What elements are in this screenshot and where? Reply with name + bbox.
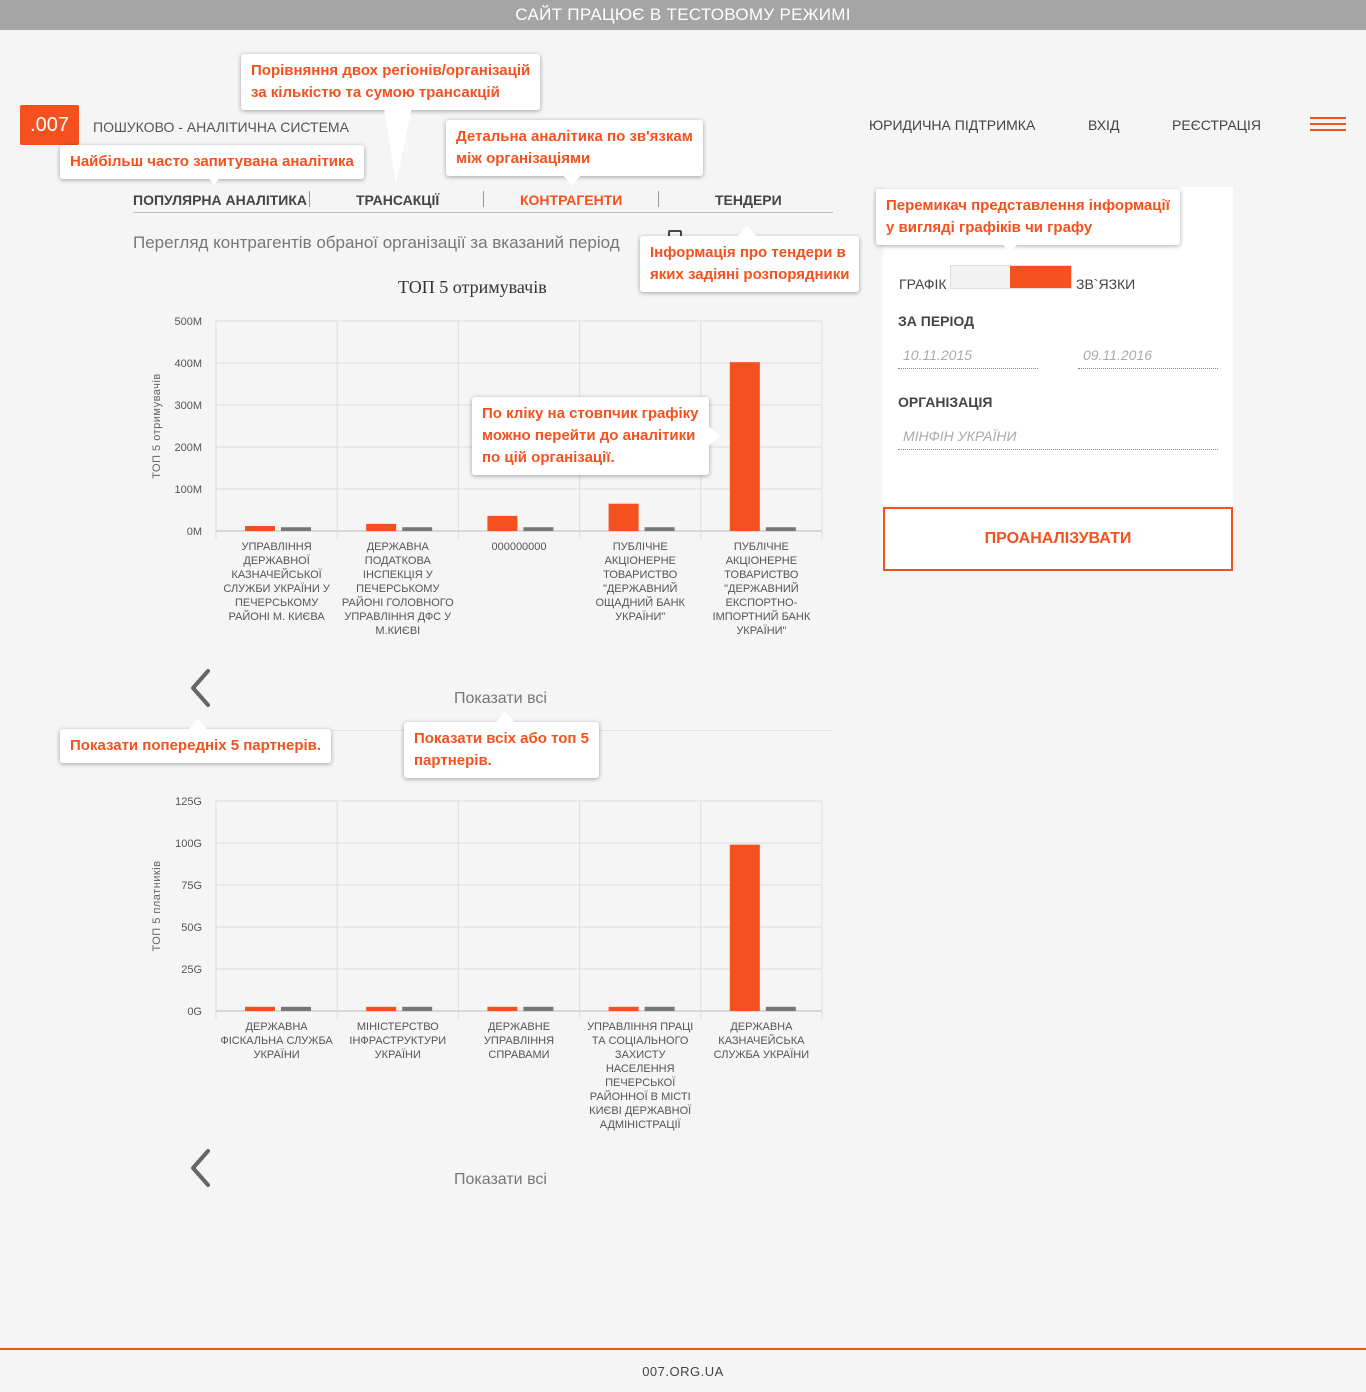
footer[interactable]: 007.ORG.UA [0,1348,1366,1392]
bar[interactable] [281,527,311,531]
bar[interactable] [765,527,796,531]
bar[interactable] [608,1006,639,1011]
y-tick-label: 500M [174,316,202,328]
tooltip-compare: Порівняння двох регіонів/організацій за … [241,54,541,110]
bar[interactable] [402,1006,433,1011]
y-tick-label: 25G [181,964,202,976]
tab-counterparties[interactable]: КОНТРАГЕНТИ [520,192,623,208]
tab-tenders[interactable]: ТЕНДЕРИ [715,192,782,208]
tab-separator [658,191,659,207]
bar[interactable] [366,523,397,531]
tooltip-popular-arrow [205,174,223,185]
nav-login[interactable]: ВХІД [1088,117,1120,133]
y-tick-label: 75G [181,880,202,892]
tooltip-prev-arrow [189,718,207,729]
nav-legal-support[interactable]: ЮРИДИЧНА ПІДТРИМКА [869,117,1036,133]
tooltip-toggle: Перемикач представлення інформації у виг… [876,189,1180,245]
y-tick-label: 400M [174,358,202,370]
bar[interactable] [487,515,518,531]
tooltip-show-all: Показати всіх або топ 5 партнерів. [404,722,599,778]
analytics-tabs: ПОПУЛЯРНА АНАЛІТИКА ТРАНСАКЦІЇ КОНТРАГЕН… [133,186,833,213]
x-category-label: Державне управління справами [483,1021,555,1061]
y-axis-label: ТОП 5 отримувачів [151,373,163,478]
tooltip-compare-arrow [384,107,412,185]
hamburger-menu-icon[interactable] [1310,117,1346,131]
bar[interactable] [245,1006,275,1011]
bar[interactable] [402,527,433,531]
x-category-label: Публічне акціонерне товариство "Державни… [595,541,685,623]
view-toggle[interactable] [950,265,1072,289]
organization-input[interactable]: МІНФІН УКРАЇНИ [898,422,1218,450]
chart-top-recipients: 0M 100M 200M 300M 400M 500M ТОП 5 отримувачів [151,316,823,539]
chevron-left-icon[interactable] [188,668,212,708]
date-from-input[interactable]: 10.11.2015 [898,341,1038,369]
tooltip-bar-click-arrow [708,426,721,446]
chevron-left-icon[interactable] [188,1148,212,1188]
tooltip-relations: Детальна аналітика по зв'язкам між орган… [446,120,703,176]
logo[interactable]: .007 [20,105,79,145]
toggle-label-chart: ГРАФІК [899,276,947,292]
toggle-knob[interactable] [1010,266,1071,288]
x-category-label: Публічне акціонерне товариство "Державни… [712,541,811,637]
bar[interactable] [608,503,639,531]
y-axis-label: ТОП 5 платників [151,860,163,951]
y-tick-label: 50G [181,922,202,934]
chart-title: ТОП 5 отримувачів [398,277,547,297]
toggle-label-relations: ЗВ`ЯЗКИ [1076,276,1136,292]
y-tick-label: 100G [175,838,202,850]
show-all-link[interactable]: Показати всі [454,690,547,707]
bar[interactable] [281,1006,311,1011]
bar[interactable] [487,1006,518,1011]
date-to-input[interactable]: 09.11.2016 [1078,341,1218,369]
show-all-link[interactable]: Показати всі [454,1171,547,1188]
chart-top-payers: 0G 25G 50G 75G 100G 125G ТОП 5 платників [151,796,823,1019]
tooltip-popular: Найбільш часто запитувана аналітика [60,145,364,179]
y-tick-label: 0G [187,1006,202,1018]
x-category-label: Державна казначейська служба України [713,1021,810,1061]
tab-separator [309,191,310,207]
tooltip-relations-arrow [563,175,581,186]
bar[interactable] [644,1006,675,1011]
y-tick-label: 125G [175,796,202,808]
bar[interactable] [765,1006,796,1011]
site-name: ПОШУКОВО - АНАЛІТИЧНА СИСТЕМА [93,119,349,135]
y-tick-label: 300M [174,400,202,412]
bar[interactable] [245,525,275,531]
y-tick-label: 200M [174,442,202,454]
bar[interactable] [523,1006,554,1011]
x-category-label: Державна податкова інспекція у Печерсько… [341,541,454,637]
page-subtitle: Перегляд контрагентів обраної організаці… [133,233,620,252]
tab-popular-analytics[interactable]: ПОПУЛЯРНА АНАЛІТИКА [133,192,308,208]
period-label: ЗА ПЕРІОД [898,313,975,329]
bar[interactable] [729,844,760,1011]
x-category-label: Управління праці та соціального захисту … [587,1021,694,1131]
tooltip-show-all-arrow [496,711,514,722]
y-tick-label: 100M [174,484,202,496]
y-tick-label: 0M [187,526,202,538]
tooltip-bar-click: По кліку на стовпчик графіку можно перей… [472,397,709,475]
analyze-button[interactable]: ПРОАНАЛІЗУВАТИ [883,507,1233,571]
bar[interactable] [523,527,554,531]
x-category-label: Міністерство інфраструктури України [349,1021,447,1061]
tab-separator [483,191,484,207]
nav-register[interactable]: РЕЄСТРАЦІЯ [1172,117,1262,133]
tooltip-toggle-arrow [1001,242,1019,253]
organization-label: ОРГАНІЗАЦІЯ [898,394,993,410]
tooltip-tenders-arrow [738,225,756,236]
tooltip-prev: Показати попередніх 5 партнерів. [60,729,332,763]
x-category-label: Управління Державної Казначейської служб… [223,541,330,623]
x-category-label: Державна фіскальна служба України [220,1021,333,1061]
bar[interactable] [644,527,675,531]
test-mode-banner: САЙТ ПРАЦЮЄ В ТЕСТОВОМУ РЕЖИМІ [0,0,1366,30]
bar[interactable] [366,1006,397,1011]
tab-transactions[interactable]: ТРАНСАКЦІЇ [356,192,440,208]
bar[interactable] [729,362,760,531]
x-category-label: 000000000 [491,541,547,553]
tooltip-tenders: Інформація про тендери в яких задіяні ро… [640,236,860,292]
